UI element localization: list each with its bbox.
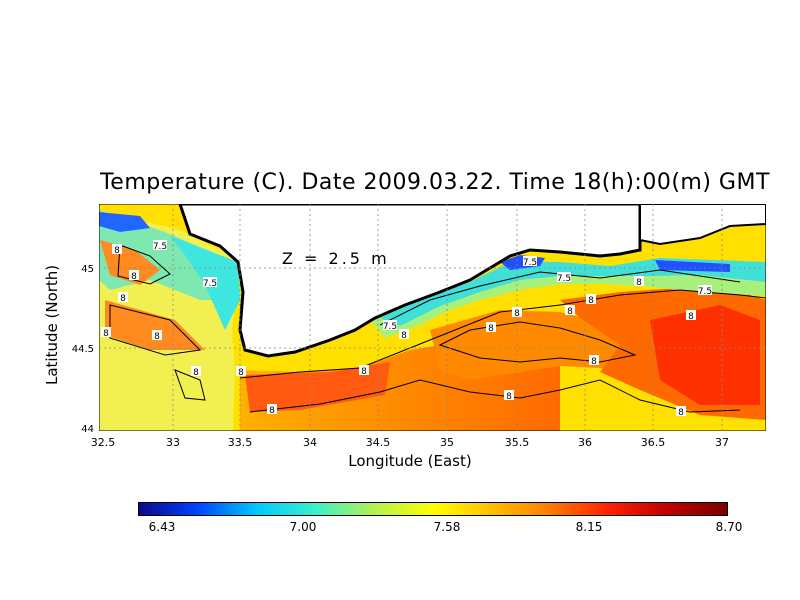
gridlines bbox=[99, 204, 766, 431]
x-tick-label: 34.5 bbox=[366, 436, 391, 449]
x-tick-labels: 32.5 33 33.5 34 34.5 35 35.5 36 36.5 37 bbox=[91, 436, 729, 449]
contour-label: 8 bbox=[267, 404, 277, 416]
svg-text:8: 8 bbox=[193, 368, 199, 378]
x-tick-label: 35.5 bbox=[505, 436, 530, 449]
depth-label: Z = 2.5 m bbox=[282, 249, 390, 268]
x-tick-label: 33 bbox=[166, 436, 180, 449]
contour-label: 7.5 bbox=[383, 320, 397, 332]
contour-label: 8 bbox=[589, 355, 599, 367]
svg-text:7.5: 7.5 bbox=[153, 242, 167, 252]
svg-text:8: 8 bbox=[567, 307, 573, 317]
y-tick-label: 45 bbox=[81, 264, 94, 275]
contour-label: 8 bbox=[486, 322, 496, 334]
x-tick-label: 34 bbox=[303, 436, 317, 449]
x-tick-label: 33.5 bbox=[228, 436, 253, 449]
contour-label: 8 bbox=[129, 270, 139, 282]
contour-label: 7.5 bbox=[698, 285, 712, 297]
svg-text:8: 8 bbox=[401, 331, 407, 341]
kerch-land bbox=[639, 204, 766, 246]
contour-label: 8 bbox=[565, 305, 575, 317]
north-coastal-cyan bbox=[380, 258, 766, 326]
svg-text:8: 8 bbox=[361, 367, 367, 377]
x-tick-label: 36 bbox=[578, 436, 592, 449]
contour-label: 8 bbox=[399, 329, 409, 341]
svg-text:8: 8 bbox=[688, 312, 694, 322]
svg-text:7.5: 7.5 bbox=[383, 322, 397, 332]
contour-label: 8 bbox=[152, 330, 162, 342]
svg-text:8: 8 bbox=[514, 309, 520, 319]
east-hot-core bbox=[650, 305, 760, 405]
contour-label: 7.5 bbox=[523, 256, 537, 268]
contour-label: 7.5 bbox=[153, 240, 167, 252]
x-axis-label: Longitude (East) bbox=[348, 452, 472, 470]
svg-text:8: 8 bbox=[636, 278, 642, 288]
svg-text:8: 8 bbox=[506, 392, 512, 402]
north-coastal-strip bbox=[370, 262, 766, 338]
contour-label: 8 bbox=[359, 365, 369, 377]
svg-text:8: 8 bbox=[488, 324, 494, 334]
contour-label: 8 bbox=[504, 390, 514, 402]
svg-text:7.5: 7.5 bbox=[523, 258, 537, 268]
south-warm-core bbox=[245, 362, 390, 412]
contour-label-group: 7.5 7.5 7.5 7.5 7.5 7.5 8 8 8 8 8 8 8 8 … bbox=[101, 240, 712, 418]
contour-label: 8 bbox=[101, 327, 111, 339]
contour-label: 8 bbox=[236, 366, 246, 378]
contour-label: 7.5 bbox=[203, 277, 217, 289]
west-blue-corner bbox=[99, 212, 150, 232]
contour-label: 7.5 bbox=[557, 272, 571, 284]
y-tick-label: 44 bbox=[81, 424, 94, 435]
contour-label: 8 bbox=[118, 292, 128, 304]
y-axis-label: Latitude (North) bbox=[43, 264, 61, 385]
svg-text:8: 8 bbox=[131, 272, 137, 282]
colorbar-tick-label: 8.70 bbox=[715, 520, 743, 534]
contour-label: 8 bbox=[586, 294, 596, 306]
svg-text:8: 8 bbox=[269, 406, 275, 416]
svg-text:8: 8 bbox=[591, 357, 597, 367]
svg-text:7.5: 7.5 bbox=[698, 287, 712, 297]
y-tick-label: 44.5 bbox=[72, 344, 94, 355]
svg-text:8: 8 bbox=[154, 332, 160, 342]
svg-text:8: 8 bbox=[238, 368, 244, 378]
colorbar-tick-label: 8.15 bbox=[575, 520, 603, 534]
svg-text:8: 8 bbox=[120, 294, 126, 304]
svg-text:8: 8 bbox=[103, 329, 109, 339]
x-tick-label: 37 bbox=[715, 436, 729, 449]
colorbar-tick-label: 7.58 bbox=[433, 520, 461, 534]
north-coastal-blue bbox=[500, 255, 730, 272]
contour-label: 8 bbox=[634, 276, 644, 288]
colorbar-tick-label: 7.00 bbox=[289, 520, 317, 534]
colorbar-tick-label: 6.43 bbox=[148, 520, 176, 534]
contour-label: 8 bbox=[512, 307, 522, 319]
contour-label: 8 bbox=[112, 244, 122, 256]
contour-label: 8 bbox=[191, 366, 201, 378]
svg-text:8: 8 bbox=[114, 246, 120, 256]
svg-text:8: 8 bbox=[678, 408, 684, 418]
map-title: Temperature (C). Date 2009.03.22. Time 1… bbox=[100, 170, 770, 195]
svg-text:7.5: 7.5 bbox=[557, 274, 571, 284]
y-tick-labels: 44 44.5 45 bbox=[72, 264, 94, 435]
x-tick-label: 35 bbox=[440, 436, 454, 449]
contour-label: 8 bbox=[686, 310, 696, 322]
colorbar bbox=[138, 502, 728, 516]
x-tick-label: 36.5 bbox=[641, 436, 666, 449]
contour-label: 8 bbox=[676, 406, 686, 418]
west-warm-patches bbox=[100, 240, 205, 350]
svg-text:8: 8 bbox=[588, 296, 594, 306]
crimea-land bbox=[178, 204, 642, 358]
x-tick-label: 32.5 bbox=[91, 436, 116, 449]
svg-text:7.5: 7.5 bbox=[203, 279, 217, 289]
